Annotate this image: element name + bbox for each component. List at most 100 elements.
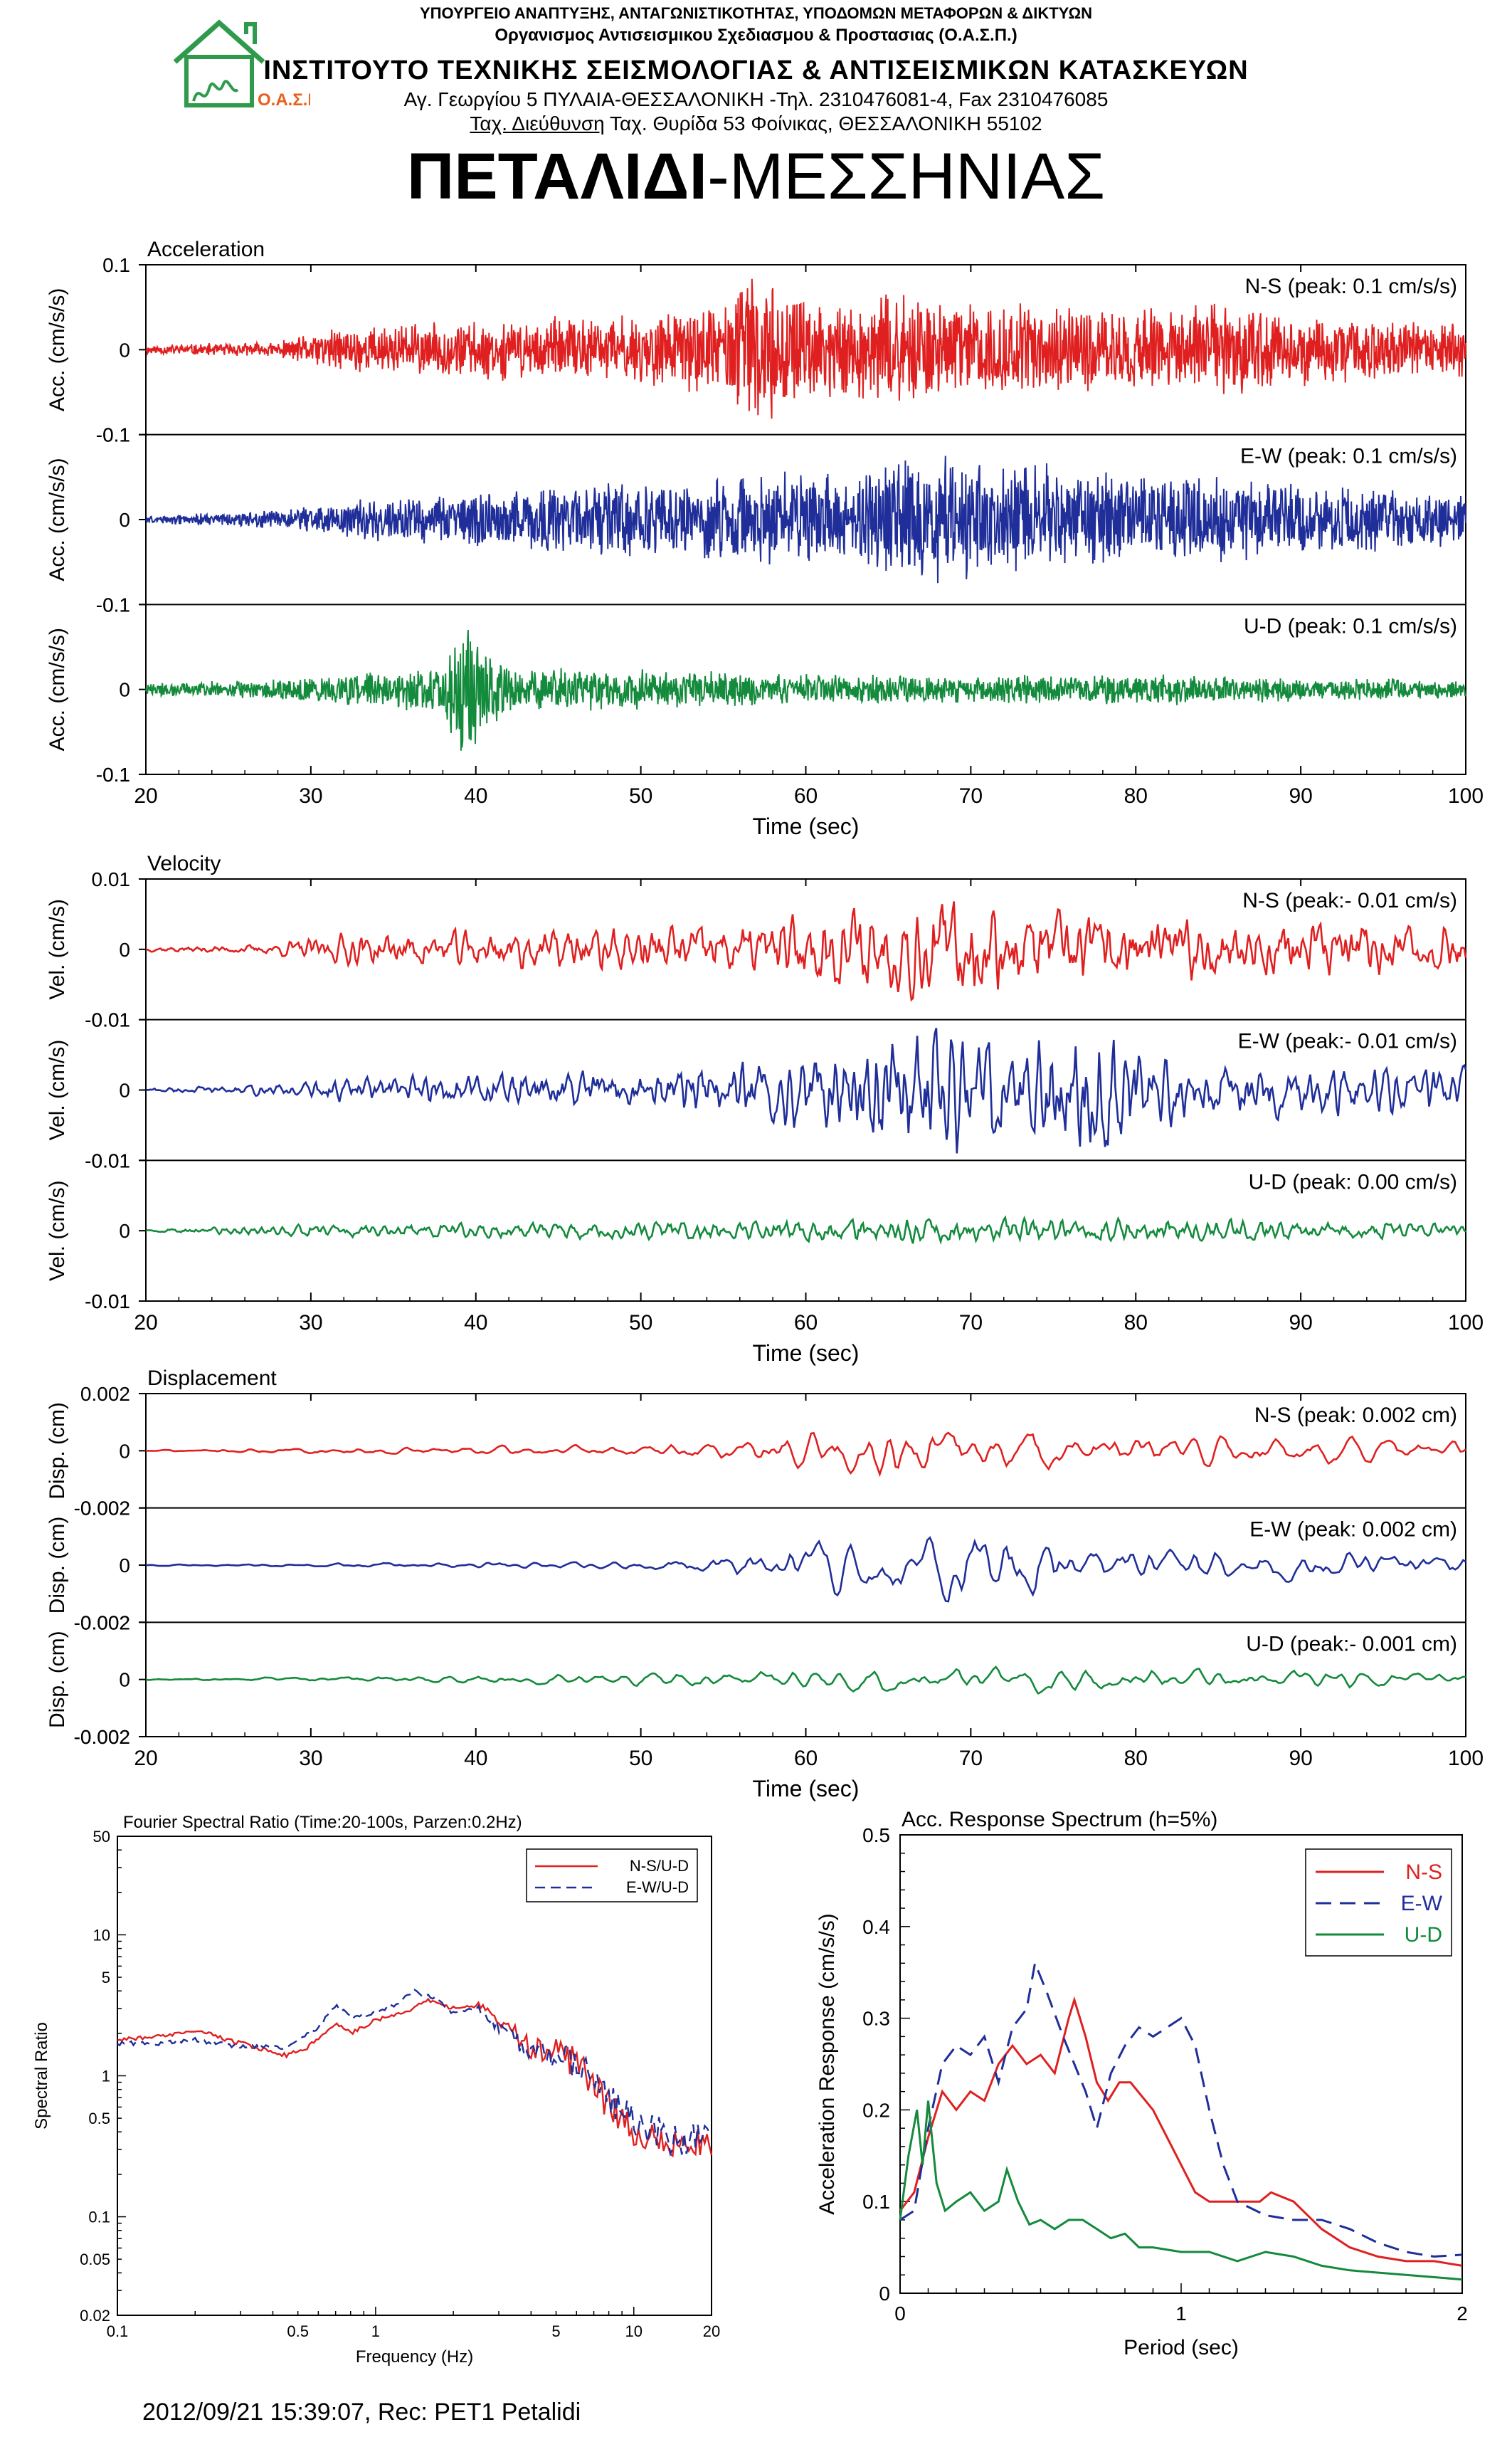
acceleration-x-tick-label: 30	[299, 784, 322, 808]
spectral-ratio-x-axis-label: Frequency (Hz)	[356, 2347, 473, 2367]
spectral-ratio-legend	[526, 1848, 698, 1902]
displacement-title: Displacement	[147, 1367, 277, 1390]
displacement-y-tick-label: 0	[119, 1669, 130, 1691]
response-spectrum-y-tick-label: 0	[879, 2283, 890, 2305]
response-spectrum-n-s-line	[899, 1996, 1463, 2267]
spectral-ratio-y-axis-label: Spectral Ratio	[32, 2022, 51, 2130]
acceleration-y-tick-label: -0.1	[96, 424, 130, 446]
response-spectrum-legend-label: N-S	[1405, 1860, 1442, 1884]
displacement-y-tick-label: 0.002	[80, 1498, 130, 1520]
velocity-y-tick-label: 0.01	[92, 1009, 131, 1031]
spectral-ratio-y-tick-label: 0.1	[88, 2209, 110, 2226]
velocity-y-tick-label: -0.01	[85, 1149, 130, 1172]
displacement-x-tick-label: 70	[959, 1747, 983, 1770]
institute-line: ΙΝΣΤΙΤΟΥΤΟ ΤΕΧΝΙΚΗΣ ΣΕΙΣΜΟΛΟΓΙΑΣ & ΑΝΤΙΣ…	[263, 56, 1249, 85]
displacement-x-tick-label: 60	[794, 1747, 818, 1770]
displacement-x-tick-label: 100	[1448, 1747, 1484, 1770]
velocity-x-axis-label: Time (sec)	[753, 1340, 860, 1366]
velocity-u-d-peak-label: U-D (peak: 0.00 cm/s)	[1249, 1170, 1457, 1194]
displacement-y-tick-label: 0.002	[80, 1383, 130, 1405]
acceleration-title: Acceleration	[147, 238, 265, 261]
acceleration-n-s-trace	[145, 278, 1466, 419]
spectral-ratio-e-w-u-d-line	[117, 1988, 712, 2157]
displacement-y-axis-label: Disp. (cm)	[46, 1631, 69, 1728]
displacement-n-s-trace	[145, 1431, 1466, 1478]
velocity-x-tick-label: 40	[464, 1311, 487, 1335]
response-spectrum-y-tick-label: 0.5	[862, 1824, 890, 1846]
acceleration-x-tick-label: 40	[464, 784, 487, 808]
response-spectrum-x-axis-label: Period (sec)	[1124, 2336, 1239, 2359]
displacement-x-tick-label: 50	[629, 1747, 652, 1770]
logo-text: Ο.Α.Σ.Π.	[258, 90, 310, 110]
spectral-ratio-legend-label: E-W/U-D	[626, 1878, 689, 1896]
velocity-x-tick-label: 30	[299, 1311, 322, 1335]
displacement-y-tick-label: 0	[119, 1554, 130, 1577]
velocity-y-tick-label: -0.01	[85, 1009, 130, 1031]
spectral-ratio-y-tick-label: 5	[102, 1969, 110, 1986]
velocity-x-tick-label: 20	[134, 1311, 157, 1335]
acceleration-y-tick-label: 0	[119, 509, 130, 531]
velocity-x-tick-label: 90	[1289, 1311, 1312, 1335]
acceleration-y-tick-label: 0	[119, 339, 130, 361]
displacement-y-tick-label: -0.002	[74, 1611, 130, 1633]
acceleration-y-tick-label: 0.1	[102, 594, 130, 616]
response-spectrum-x-tick-label: 0	[894, 2302, 906, 2325]
acceleration-y-tick-label: -0.1	[96, 764, 130, 786]
displacement-y-tick-label: -0.002	[74, 1498, 130, 1520]
response-spectrum-title: Acc. Response Spectrum (h=5%)	[902, 1808, 1217, 1831]
spectral-ratio-x-tick-label: 1	[371, 2322, 380, 2340]
displacement-x-axis-label: Time (sec)	[753, 1776, 860, 1801]
acceleration-y-tick-label: 0.1	[102, 424, 130, 446]
spectral-ratio-y-tick-label: 0.02	[80, 2307, 110, 2325]
organisation-line: Οργανισμος Αντισεισμικου Σχεδιασμου & Πρ…	[495, 26, 1017, 45]
velocity-n-s-peak-label: N-S (peak:- 0.01 cm/s)	[1242, 889, 1457, 912]
acceleration-y-axis-label: Acc. (cm/s/s)	[46, 628, 69, 751]
acceleration-x-axis-label: Time (sec)	[753, 814, 860, 839]
acceleration-x-tick-label: 80	[1124, 784, 1148, 808]
acceleration-y-axis-label: Acc. (cm/s/s)	[46, 458, 69, 581]
displacement-x-tick-label: 40	[464, 1747, 487, 1770]
acceleration-y-tick-label: 0.1	[102, 254, 130, 276]
displacement-u-d-trace	[145, 1665, 1466, 1695]
oasp-logo: Ο.Α.Σ.Π.	[173, 19, 310, 110]
response-spectrum-u-d-line	[899, 2100, 1463, 2281]
velocity-x-tick-label: 80	[1124, 1311, 1148, 1335]
response-spectrum-y-tick-label: 0.3	[862, 2008, 890, 2030]
velocity-y-tick-label: 0	[119, 1220, 130, 1242]
spectral-ratio-legend-label: N-S/U-D	[630, 1857, 689, 1875]
velocity-x-tick-label: 60	[794, 1311, 818, 1335]
place-rest: -ΜΕΣΣΗΝΙΑΣ	[707, 140, 1106, 213]
spectral-ratio-x-tick-label: 0.1	[107, 2322, 129, 2340]
postal-address: Ταχ. Θυρίδα 53 Φοίνικας, ΘΕΣΣΑΛΟΝΙΚΗ 551…	[604, 112, 1042, 135]
displacement-u-d-peak-label: U-D (peak:- 0.001 cm)	[1246, 1632, 1457, 1656]
postal-label: Ταχ. Διεύθυνση	[470, 112, 605, 135]
response-spectrum-y-tick-label: 0.2	[862, 2099, 890, 2121]
footer-record: 2012/09/21 15:39:07, Rec: PET1 Petalidi	[142, 2399, 581, 2426]
displacement-y-axis-label: Disp. (cm)	[46, 1402, 69, 1500]
displacement-x-tick-label: 20	[134, 1747, 157, 1770]
velocity-n-s-trace	[145, 901, 1467, 1002]
acceleration-y-tick-label: -0.1	[96, 764, 130, 786]
spectral-ratio-x-tick-label: 10	[625, 2322, 643, 2340]
displacement-y-axis-label: Disp. (cm)	[46, 1517, 69, 1614]
response-spectrum-y-tick-label: 0.1	[862, 2191, 890, 2213]
acceleration-x-tick-label: 70	[959, 784, 983, 808]
velocity-title: Velocity	[147, 852, 221, 875]
displacement-x-tick-label: 90	[1289, 1747, 1312, 1770]
response-spectrum-y-axis-label: Acceleration Response (cm/s/s)	[815, 1913, 839, 2215]
velocity-y-tick-label: -0.01	[85, 1290, 130, 1312]
response-spectrum-y-tick-label: 0.4	[862, 1916, 890, 1938]
velocity-y-tick-label: 0.01	[92, 1149, 131, 1172]
displacement-y-tick-label: -0.002	[74, 1726, 130, 1748]
place-bold: ΠΕΤΑΛΙΔΙ	[406, 140, 708, 213]
address-line: Αγ. Γεωργίου 5 ΠΥΛΑΙΑ-ΘΕΣΣΑΛΟΝΙΚΗ -Τηλ. …	[403, 88, 1109, 110]
spectral-ratio-y-tick-label: 0.5	[88, 2110, 110, 2127]
spectral-ratio-x-tick-label: 0.5	[287, 2322, 309, 2340]
velocity-u-d-trace	[145, 1215, 1466, 1246]
acceleration-y-tick-label: 0	[119, 679, 130, 701]
displacement-y-tick-label: 0.002	[80, 1611, 130, 1633]
displacement-e-w-peak-label: E-W (peak: 0.002 cm)	[1249, 1518, 1457, 1542]
station-place-title: ΠΕΤΑΛΙΔΙ-ΜΕΣΣΗΝΙΑΣ	[0, 140, 1512, 214]
displacement-x-tick-label: 30	[299, 1747, 322, 1770]
displacement-e-w-trace	[145, 1536, 1466, 1603]
